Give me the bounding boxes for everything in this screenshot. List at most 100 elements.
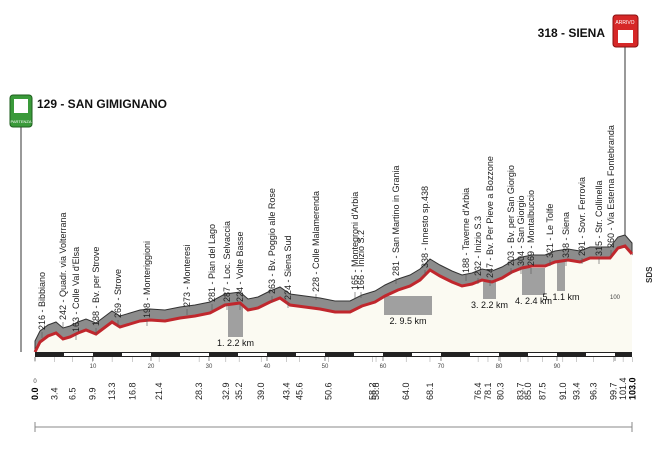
sector-label: 5. 1.1 km	[542, 292, 579, 302]
waypoint-label: 321 - Le Tolfe	[545, 204, 555, 258]
waypoint-label: 273 - Monteresi	[182, 244, 192, 307]
waypoint-label: 263 - Bv. Poggio alle Rose	[267, 188, 277, 294]
start-icon	[14, 99, 28, 113]
km-label: 45.6	[294, 382, 304, 400]
waypoint-label: 166 - Inizio S.2	[356, 230, 366, 290]
waypoint-label: 338 - Innesto sp.438	[420, 186, 430, 268]
sector-shade	[384, 296, 432, 315]
km-label: 87.5	[538, 382, 548, 400]
km-label: 13.3	[107, 382, 117, 400]
km-label: 103.0	[627, 377, 637, 400]
waypoint-label: 242 - Quadr. via Volterrana	[58, 212, 68, 320]
waypoint-label: 203 - Bv. per San Giorgio	[506, 165, 516, 266]
finish-label: 318 - SIENA	[538, 26, 606, 40]
km-label: 3.4	[50, 387, 60, 400]
baseline-stripe	[122, 353, 151, 356]
km-label: 21.4	[154, 382, 164, 400]
km-label: 78.1	[483, 382, 493, 400]
logo: SDS	[645, 266, 654, 283]
axis-tick-label: 50	[322, 364, 329, 370]
baseline-stripe	[412, 353, 441, 356]
axis-tick-label: 40	[264, 364, 271, 370]
waypoint-label: 224 - Volte Basse	[235, 231, 245, 302]
km-label: 96.3	[589, 382, 599, 400]
axis-tick-label: 60	[380, 364, 387, 370]
waypoint-label: 228 - Colle Malamerenda	[311, 191, 321, 292]
baseline-stripe	[644, 353, 670, 356]
sector-shade	[483, 282, 496, 299]
km-label: 83.7	[515, 382, 525, 400]
km-label: 85.0	[523, 382, 533, 400]
finish-icon	[618, 30, 633, 43]
start-badge-text: PARTENZA	[11, 119, 32, 124]
waypoint-label: 165 - Montegroni d'Arbia	[350, 192, 360, 290]
waypoint-label: 224 - Siena Sud	[283, 235, 293, 300]
baseline-stripe	[64, 353, 93, 356]
waypoint-label: 287 - Loc. Selvaccia	[222, 221, 232, 302]
baseline-stripe	[528, 353, 557, 356]
km-label: 76.4	[473, 382, 483, 400]
waypoint-label: 291 - Sovr. Ferrovia	[577, 177, 587, 256]
waypoint-label: 281 - San Martino in Grania	[391, 165, 401, 276]
waypoint-label: 260 - Via Esterna Fontebranda	[606, 125, 616, 248]
km-label: 58.2	[368, 382, 378, 400]
axis-tick-label: 80	[496, 364, 503, 370]
km-label: 32.9	[221, 382, 231, 400]
finish-badge-text: ARRIVO	[615, 20, 634, 26]
km-label: 43.4	[282, 382, 292, 400]
km-label: 28.3	[194, 382, 204, 400]
axis-tick-label: 30	[206, 364, 213, 370]
waypoint-label: 269 - Strove	[113, 269, 123, 318]
waypoint-label: 304 - San Giorgio	[516, 195, 526, 266]
sector-shade	[228, 303, 243, 337]
axis-tick-label: 90	[554, 364, 561, 370]
axis-tick-label: 20	[148, 364, 155, 370]
baseline-stripe	[180, 353, 209, 356]
waypoint-label: 163 - Colle Val d'Elsa	[71, 247, 81, 332]
sector-shade	[522, 268, 545, 295]
km-label: 6.5	[68, 387, 78, 400]
sector-label: 2. 9.5 km	[389, 316, 426, 326]
sector-label: 3. 2.2 km	[471, 300, 508, 310]
km-label: 16.8	[127, 382, 137, 400]
axis-tick-label: 70	[438, 364, 445, 370]
waypoint-label: 188 - Taverne d'Arbia	[461, 188, 471, 273]
waypoint-label: 232 - Inizio S.3	[473, 216, 483, 276]
waypoint-label: 281 - Pian del Lago	[207, 224, 217, 302]
km-label: 39.0	[256, 382, 266, 400]
baseline-stripe	[586, 353, 615, 356]
km-label: 91.0	[558, 382, 568, 400]
profile-ground	[35, 246, 632, 352]
sector-label: 1. 2.2 km	[217, 338, 254, 348]
baseline	[35, 352, 632, 357]
km-label: 99.7	[608, 382, 618, 400]
sector-shade	[557, 260, 565, 291]
km-label: 0.0	[30, 387, 40, 400]
start-label: 129 - SAN GIMIGNANO	[37, 97, 167, 111]
waypoint-label: 315 - Str. Collinella	[594, 180, 604, 256]
km-label: 64.0	[401, 382, 411, 400]
km-label: 58.8	[371, 382, 381, 400]
km-label: 35.2	[234, 382, 244, 400]
waypoint-label: 269 - Montalbuccio	[526, 190, 536, 266]
baseline-stripe	[296, 353, 325, 356]
km-label: 68.1	[425, 382, 435, 400]
baseline-stripe	[354, 353, 383, 356]
baseline-stripe	[470, 353, 499, 356]
waypoint-label: 216 - Bibbiano	[37, 272, 47, 330]
waypoint-label: 247 - Bv. Per Pieve a Bozzone	[485, 156, 495, 278]
road-line	[33, 244, 634, 353]
baseline-stripe	[238, 353, 267, 356]
km-label: 101.4	[618, 377, 628, 400]
km-label: 9.9	[87, 387, 97, 400]
axis-tick-label: 10	[90, 364, 97, 370]
sector-label: 4. 2.4 km	[515, 296, 552, 306]
km-label: 80.3	[496, 382, 506, 400]
waypoint-label: 198 - Monteriggioni	[142, 241, 152, 318]
waypoint-label: 188 - Bv. per Strove	[91, 247, 101, 326]
km-label: 93.4	[572, 382, 582, 400]
axis-tick-label: 0	[33, 379, 37, 385]
km-label: 50.6	[323, 382, 333, 400]
axis-tick-label: 100	[610, 295, 621, 301]
